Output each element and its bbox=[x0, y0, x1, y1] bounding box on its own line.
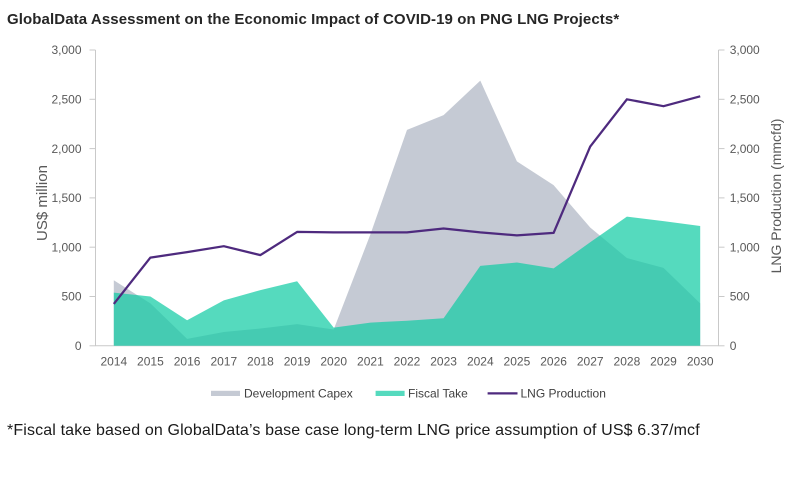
svg-text:1,000: 1,000 bbox=[51, 240, 81, 254]
svg-text:2015: 2015 bbox=[137, 355, 164, 369]
svg-text:2,500: 2,500 bbox=[51, 93, 81, 107]
svg-text:2027: 2027 bbox=[577, 355, 604, 369]
svg-text:2020: 2020 bbox=[320, 355, 347, 369]
svg-text:2019: 2019 bbox=[284, 355, 311, 369]
svg-text:2,000: 2,000 bbox=[730, 142, 760, 156]
svg-text:2016: 2016 bbox=[174, 355, 201, 369]
svg-text:0: 0 bbox=[75, 339, 82, 353]
svg-text:0: 0 bbox=[730, 339, 737, 353]
svg-text:2017: 2017 bbox=[210, 355, 237, 369]
svg-text:2,500: 2,500 bbox=[730, 93, 760, 107]
svg-text:2028: 2028 bbox=[614, 355, 641, 369]
svg-text:Development Capex: Development Capex bbox=[244, 387, 353, 401]
svg-text:1,000: 1,000 bbox=[730, 240, 760, 254]
svg-text:2014: 2014 bbox=[100, 355, 127, 369]
svg-text:2030: 2030 bbox=[687, 355, 714, 369]
svg-text:2022: 2022 bbox=[394, 355, 421, 369]
svg-text:US$ million: US$ million bbox=[34, 165, 51, 241]
svg-text:2018: 2018 bbox=[247, 355, 274, 369]
svg-text:2023: 2023 bbox=[430, 355, 457, 369]
svg-text:2029: 2029 bbox=[650, 355, 677, 369]
svg-text:3,000: 3,000 bbox=[51, 43, 81, 57]
svg-text:500: 500 bbox=[61, 290, 81, 304]
svg-text:3,000: 3,000 bbox=[730, 43, 760, 57]
svg-text:LNG Production (mmcfd): LNG Production (mmcfd) bbox=[768, 119, 784, 274]
svg-text:Fiscal Take: Fiscal Take bbox=[408, 387, 468, 401]
svg-text:1,500: 1,500 bbox=[730, 191, 760, 205]
svg-text:500: 500 bbox=[730, 290, 750, 304]
svg-text:2021: 2021 bbox=[357, 355, 384, 369]
svg-text:2024: 2024 bbox=[467, 355, 494, 369]
svg-text:2025: 2025 bbox=[504, 355, 531, 369]
svg-text:LNG Production: LNG Production bbox=[521, 387, 606, 401]
svg-text:1,500: 1,500 bbox=[51, 191, 81, 205]
svg-text:2,000: 2,000 bbox=[51, 142, 81, 156]
svg-text:2026: 2026 bbox=[540, 355, 567, 369]
